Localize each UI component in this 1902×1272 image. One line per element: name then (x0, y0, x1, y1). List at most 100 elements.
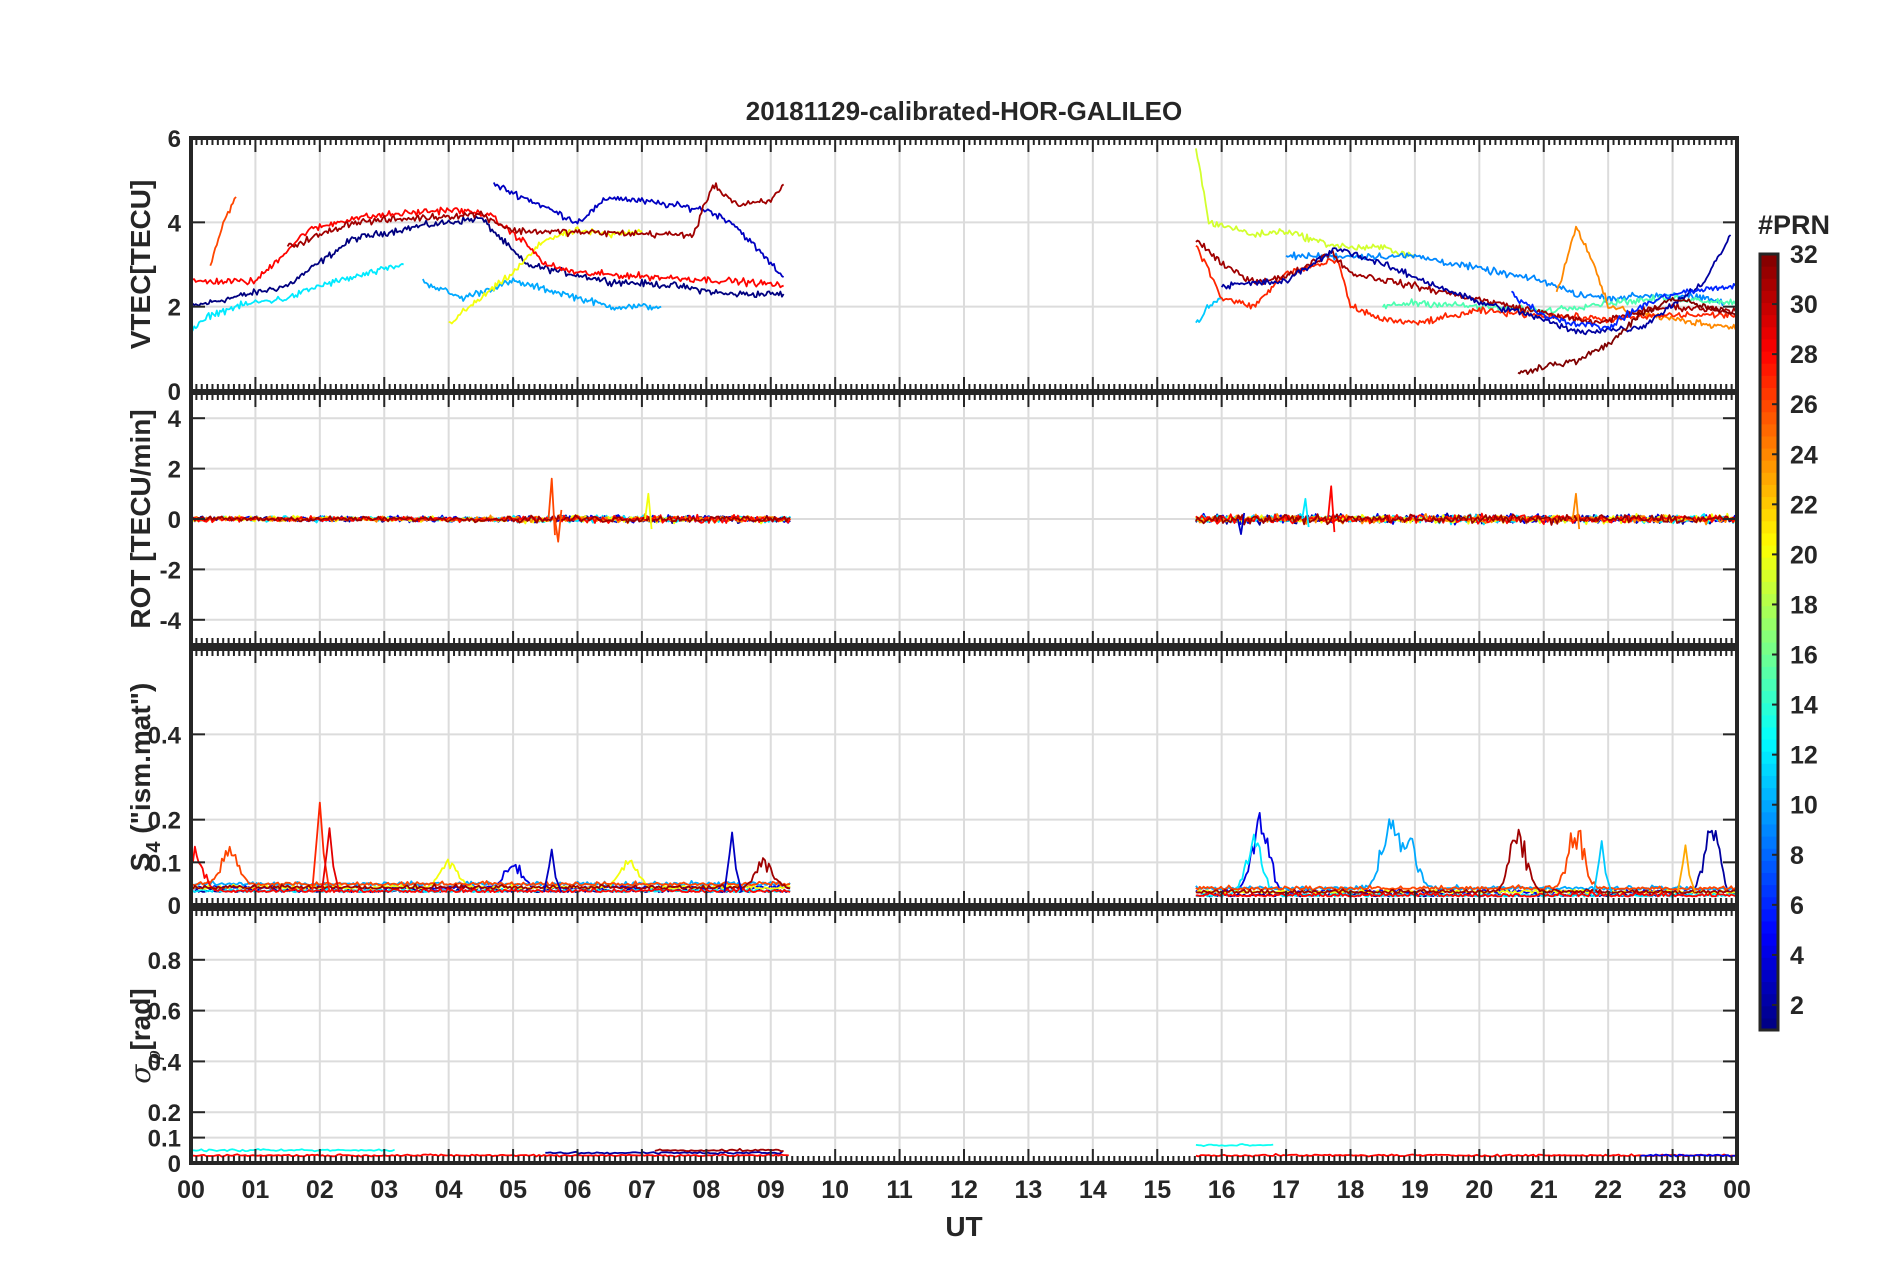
colorbar-swatch (1760, 787, 1778, 801)
vtec-series-prn-19 (1195, 148, 1416, 258)
vtec-series-prn-24 (1555, 225, 1737, 331)
s4-series-prn-26 (1195, 829, 1736, 891)
colorbar-swatch (1760, 338, 1778, 352)
panel-s4: 00.10.20.4S4 ("ism.mat") (125, 647, 1739, 920)
y-tick-label: 2 (168, 295, 181, 322)
colorbar-swatch (1760, 532, 1778, 546)
colorbar-swatch (1760, 387, 1778, 401)
panel-grid (191, 649, 1737, 905)
x-tick-label: 08 (692, 1176, 720, 1204)
colorbar-swatch (1760, 811, 1778, 825)
y-tick-label: -2 (160, 557, 181, 584)
colorbar-tick-label: 26 (1790, 391, 1818, 419)
colorbar-swatch (1760, 629, 1778, 643)
colorbar-swatch (1760, 545, 1778, 558)
x-tick-label: 11 (886, 1176, 913, 1204)
colorbar-swatch (1760, 739, 1778, 752)
y-tick-label: 0.1 (148, 1126, 181, 1153)
colorbar-swatch (1760, 690, 1778, 704)
colorbar-swatch (1760, 702, 1778, 716)
colorbar-tick-label: 10 (1790, 792, 1818, 820)
x-tick-label: 09 (757, 1176, 785, 1204)
x-tick-label: 00 (1723, 1176, 1751, 1204)
s4-series-prn-26 (191, 845, 791, 887)
y-tick-label: 0.4 (148, 1049, 182, 1076)
colorbar-swatch (1760, 1017, 1778, 1031)
colorbar-frame (1758, 252, 1780, 1032)
y-axis-label-rest: [rad] (125, 988, 156, 1050)
colorbar-swatch (1760, 654, 1778, 667)
panel-ticks (190, 137, 1738, 392)
y-tick-label: 0.6 (148, 999, 181, 1026)
colorbar-swatch (1760, 435, 1778, 449)
colorbar-swatch (1760, 569, 1778, 582)
colorbar-swatch (1760, 399, 1778, 413)
colorbar-swatch (1760, 836, 1778, 849)
vtec-series-prn-10 (422, 277, 662, 311)
vtec-series-prn-28 (191, 206, 784, 289)
y-tick-label: 0.4 (148, 722, 182, 749)
colorbar-tick-label: 28 (1790, 341, 1818, 369)
vtec-series-prn-1 (191, 215, 785, 307)
colorbar-swatch (1760, 896, 1778, 910)
colorbar-swatch (1760, 581, 1778, 595)
y-axis-label: S4 ("ism.mat") (125, 683, 165, 872)
colorbar-swatch (1760, 484, 1778, 498)
rot-series-prn-31 (191, 514, 791, 524)
x-tick-label: 13 (1015, 1176, 1043, 1204)
vtec-series-prn-11 (1195, 297, 1222, 324)
colorbar-tick-label: 22 (1790, 491, 1818, 519)
y-axis-label: σφ[rad] (124, 988, 165, 1083)
colorbar-swatch (1760, 920, 1778, 934)
colorbar-swatch (1760, 775, 1778, 789)
colorbar-swatch (1760, 363, 1778, 376)
rot-series-prn-31 (1195, 513, 1736, 526)
x-tick-label: 18 (1337, 1176, 1365, 1204)
s4-spike-prn-23 (1676, 844, 1696, 893)
colorbar-tick-label: 12 (1790, 742, 1818, 770)
panel-ticks (190, 649, 1738, 906)
colorbar-tick-label: 6 (1790, 892, 1804, 920)
colorbar-swatch (1760, 557, 1778, 570)
colorbar-tick-label: 14 (1790, 692, 1818, 720)
y-axis-label-main: S (125, 853, 156, 872)
vtec-series-prn-32 (1517, 296, 1737, 376)
panel-data (191, 148, 1737, 376)
x-tick-label: 03 (370, 1176, 398, 1204)
y-axis-label: VTEC[TECU] (125, 180, 156, 350)
colorbar-swatch (1760, 678, 1778, 692)
y-axis-label: ROT [TECU/min] (125, 409, 156, 628)
y-tick-label: 0.2 (148, 808, 181, 835)
x-tick-label: 06 (564, 1176, 592, 1204)
colorbar-tick-label: 4 (1790, 942, 1804, 970)
rot-spike-prn-26 (547, 477, 556, 536)
x-tick-label: 21 (1530, 1176, 1558, 1204)
colorbar-swatch (1760, 823, 1778, 837)
colorbar-swatch (1760, 448, 1778, 461)
colorbar-tick-label: 30 (1790, 291, 1818, 319)
panel-rot: -4 -2 0 2 4 ROT [TECU/min] (125, 391, 1739, 647)
colorbar-swatch (1760, 993, 1778, 1007)
sigma-series-prn-28 (191, 1153, 789, 1158)
x-tick-label: 14 (1079, 1176, 1107, 1204)
panel-ticks (190, 393, 1738, 645)
colorbar-swatch (1760, 642, 1778, 655)
colorbar-swatch (1760, 872, 1778, 886)
colorbar-swatch (1760, 508, 1778, 522)
rot-spike-prn-28 (1327, 485, 1336, 533)
y-tick-label: 2 (168, 457, 181, 484)
rot-spike-prn-20 (644, 492, 653, 530)
vtec-series-prn-2 (1220, 234, 1732, 336)
s4-spike-prn-29 (320, 827, 341, 893)
colorbar-swatch (1760, 1005, 1778, 1019)
colorbar-title: #PRN (1758, 210, 1830, 240)
colorbar-tick-label: 18 (1790, 591, 1818, 619)
panel-sigma: 00.10.2 0.4 0.6 0.8 σφ[rad] (124, 907, 1739, 1178)
s4-spike-prn-11 (1593, 840, 1613, 893)
y-tick-label: 4 (168, 406, 182, 433)
rot-spike-prn-12 (1301, 497, 1310, 528)
sigma-series-prn-2 (545, 1150, 783, 1155)
colorbar-swatch (1760, 375, 1778, 388)
